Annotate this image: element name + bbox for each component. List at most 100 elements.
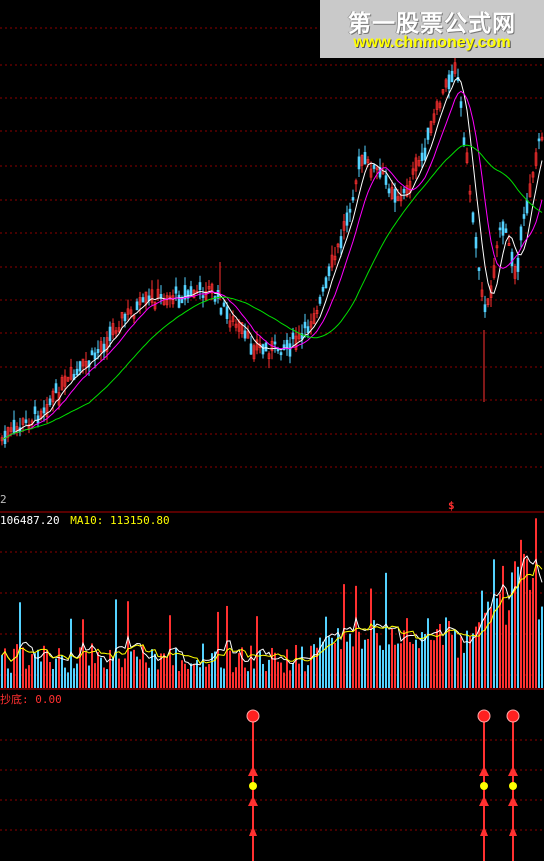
candle-body bbox=[288, 343, 292, 357]
volume-bar bbox=[82, 619, 84, 688]
candle-body bbox=[111, 323, 115, 336]
volume-bar bbox=[340, 649, 342, 688]
candle-body bbox=[150, 289, 154, 303]
candle-body bbox=[459, 101, 463, 108]
volume-bar bbox=[343, 584, 345, 688]
candle-body bbox=[354, 180, 358, 185]
volume-bar bbox=[154, 653, 156, 688]
candle-body bbox=[264, 342, 268, 352]
volume-bar bbox=[508, 610, 510, 688]
candlesticks bbox=[0, 53, 544, 448]
volume-bar bbox=[319, 637, 321, 688]
volume-bar bbox=[52, 668, 54, 688]
candle-body bbox=[498, 227, 502, 231]
volume-bar bbox=[535, 518, 537, 688]
volume-bar bbox=[397, 643, 399, 688]
candle-body bbox=[63, 375, 67, 387]
candle-body bbox=[123, 313, 127, 322]
volume-bar bbox=[157, 669, 159, 688]
volume-bar bbox=[406, 618, 408, 688]
volume-bar bbox=[361, 648, 363, 688]
volume-bar bbox=[133, 649, 135, 688]
volume-bar bbox=[388, 644, 390, 688]
volume-bar bbox=[103, 667, 105, 688]
volume-bar bbox=[376, 633, 378, 688]
volume-bar bbox=[496, 598, 498, 688]
candle-body bbox=[504, 228, 508, 233]
volume-bar bbox=[418, 648, 420, 688]
candle-body bbox=[12, 419, 16, 434]
candle-body bbox=[303, 321, 307, 329]
ma30-line bbox=[1, 144, 543, 440]
volume-bar bbox=[307, 665, 309, 688]
candle-body bbox=[33, 406, 37, 415]
volume-bar bbox=[199, 667, 201, 688]
volume-bar bbox=[256, 616, 258, 688]
candle-body bbox=[540, 136, 544, 141]
candle-body bbox=[240, 322, 244, 335]
arrow-up-icon bbox=[508, 766, 518, 776]
volume-bar bbox=[289, 670, 291, 688]
candle-body bbox=[114, 330, 118, 334]
candle-body bbox=[375, 167, 379, 171]
volume-bar bbox=[136, 656, 138, 688]
candle-body bbox=[417, 160, 421, 166]
candle-body bbox=[429, 121, 433, 133]
watermark-url: www.chnmoney.com bbox=[353, 34, 511, 51]
volume-bar bbox=[13, 648, 15, 688]
volume-bar bbox=[292, 663, 294, 688]
volume-bar bbox=[229, 650, 231, 688]
volume-bar bbox=[505, 624, 507, 688]
arrow-up-icon bbox=[479, 796, 489, 806]
volume-bar bbox=[355, 585, 357, 688]
candle-body bbox=[444, 79, 448, 88]
volume-bar bbox=[250, 645, 252, 688]
volume-bar bbox=[316, 647, 318, 688]
volume-bar bbox=[253, 668, 255, 688]
candle-body bbox=[384, 175, 388, 185]
volume-bar bbox=[346, 641, 348, 688]
candle-body bbox=[531, 172, 535, 178]
volume-bar bbox=[112, 657, 114, 688]
candle-body bbox=[57, 392, 61, 406]
volume-bar bbox=[286, 649, 288, 688]
candle-body bbox=[486, 298, 490, 306]
candle-body bbox=[171, 295, 175, 305]
candle-body bbox=[453, 62, 457, 74]
volume-bar bbox=[235, 667, 237, 688]
candle-body bbox=[102, 343, 106, 353]
candle-body bbox=[228, 320, 232, 328]
vol-ma10-line bbox=[1, 564, 543, 665]
volume-bar bbox=[298, 663, 300, 688]
arrow-up-icon bbox=[509, 826, 517, 836]
volume-bar bbox=[73, 668, 75, 688]
volume-bar bbox=[349, 633, 351, 688]
buy-signal-1 bbox=[246, 709, 260, 861]
candle-body bbox=[414, 157, 418, 172]
ma10-value: 113150.80 bbox=[109, 514, 170, 527]
volume-bar bbox=[373, 620, 375, 688]
candle-body bbox=[348, 208, 352, 213]
candle-body bbox=[204, 290, 208, 301]
volume-bar bbox=[241, 647, 243, 688]
volume-bar bbox=[334, 643, 336, 688]
volume-bar bbox=[427, 618, 429, 688]
volume-bar bbox=[442, 644, 444, 688]
volume-bar bbox=[274, 652, 276, 688]
volume-bar bbox=[262, 663, 264, 688]
candle-body bbox=[432, 113, 436, 123]
candle-body bbox=[285, 339, 289, 350]
candle-body bbox=[495, 245, 499, 249]
candle-body bbox=[126, 308, 130, 315]
volume-bar bbox=[127, 601, 129, 688]
candle-body bbox=[153, 301, 157, 310]
volume-header: 106487.20 MA10: 113150.80 bbox=[0, 514, 170, 527]
volume-bar bbox=[460, 636, 462, 688]
volume-bar bbox=[61, 655, 63, 688]
volume-bar bbox=[205, 666, 207, 688]
volume-bar bbox=[19, 602, 21, 688]
candle-body bbox=[141, 297, 145, 303]
volume-bar bbox=[484, 612, 486, 688]
candle-body bbox=[519, 226, 523, 241]
